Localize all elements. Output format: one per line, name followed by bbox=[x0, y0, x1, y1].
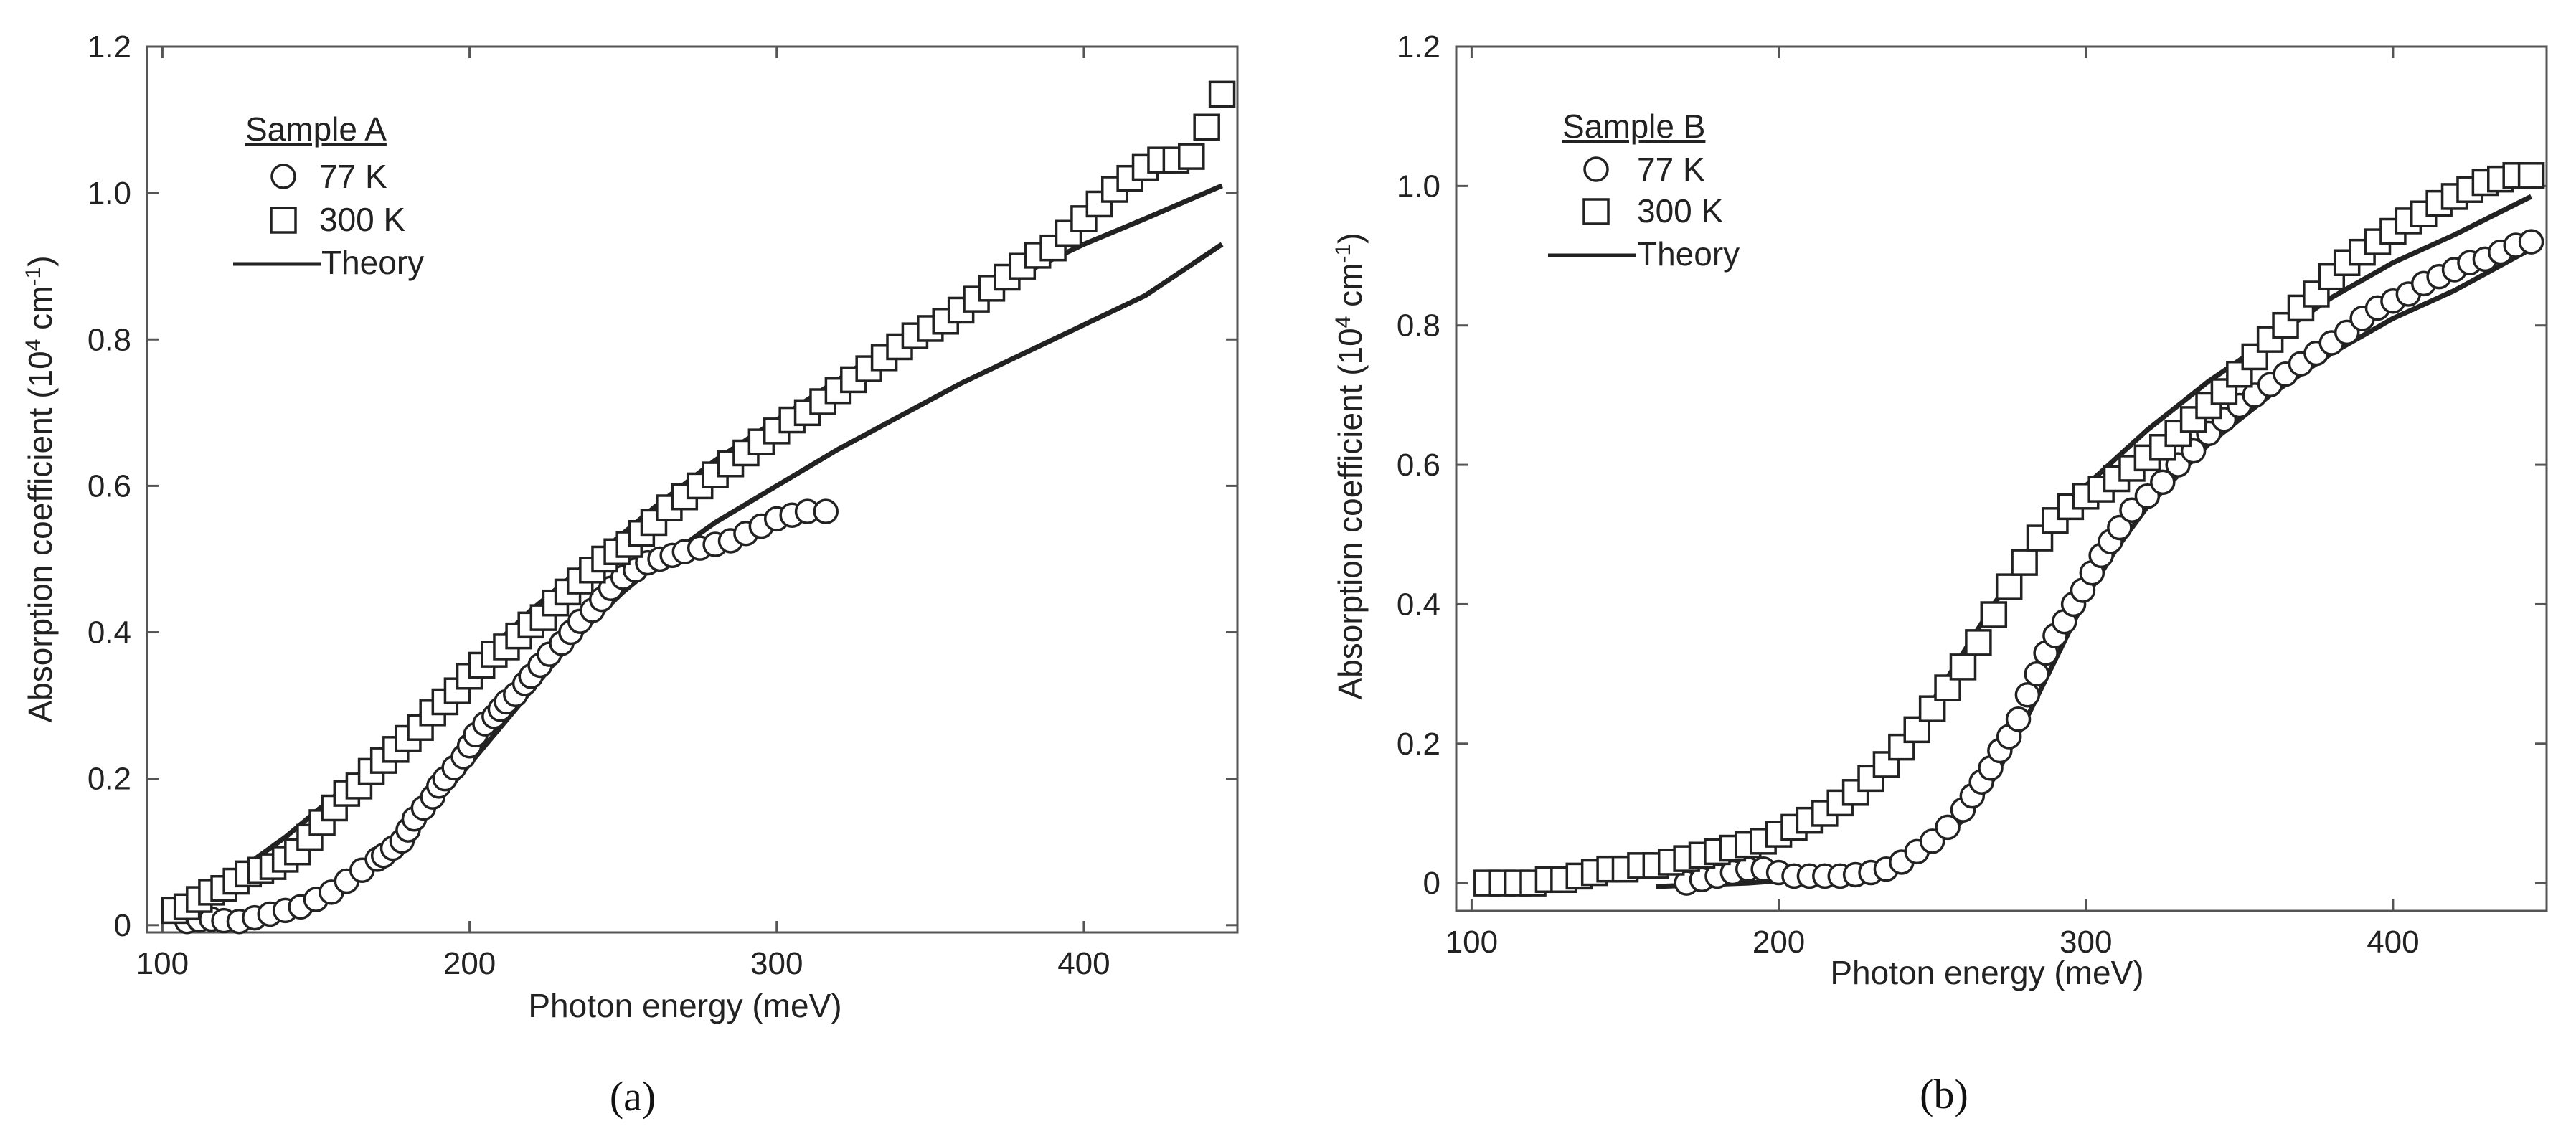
data-point-77k bbox=[2024, 661, 2049, 687]
data-point-77k bbox=[2014, 682, 2041, 708]
series-b bbox=[1473, 162, 2545, 897]
y-tick-labels-a: 0 0.2 0.4 0.6 0.8 1.0 1.2 bbox=[88, 29, 131, 943]
data-point-300k bbox=[2517, 162, 2545, 189]
axis-ticks-a bbox=[147, 45, 1237, 932]
x-tick-label: 100 bbox=[136, 946, 189, 981]
y-tick-label: 0.8 bbox=[1397, 308, 1440, 344]
y-axis-title-exponent: 4 bbox=[22, 339, 45, 351]
y-tick-label: 0.4 bbox=[88, 615, 131, 651]
x-axis-title-a: Photon energy (meV) bbox=[528, 987, 841, 1024]
y-tick-label: 0.6 bbox=[88, 468, 131, 504]
y-tick-label: 0.8 bbox=[88, 322, 131, 357]
y-axis-title-main: Absorption coefficient (10 bbox=[1331, 328, 1369, 699]
y-tick-label: 0.6 bbox=[1397, 448, 1440, 483]
y-tick-label: 1.0 bbox=[1397, 169, 1440, 204]
x-tick-label: 200 bbox=[1752, 925, 1805, 960]
y-tick-label: 0.4 bbox=[1397, 587, 1440, 622]
x-tick-label: 100 bbox=[1445, 925, 1498, 960]
y-tick-label: 0.2 bbox=[1397, 727, 1440, 762]
y-axis-title-exponent: -1 bbox=[1331, 244, 1355, 263]
y-axis-title-close: ) bbox=[22, 255, 59, 266]
plot-frame-b bbox=[1455, 45, 2548, 912]
data-point-300k bbox=[1208, 80, 1236, 108]
axis-ticks-b bbox=[1456, 45, 2547, 911]
legend-entry-300k: 300 K bbox=[1637, 192, 1724, 230]
y-tick-label: 1.0 bbox=[88, 176, 131, 211]
data-point-300k bbox=[1949, 653, 1977, 681]
legend-title: Sample B bbox=[1562, 108, 1705, 145]
data-point-300k bbox=[1918, 695, 1946, 722]
x-tick-label: 400 bbox=[1057, 946, 1110, 981]
x-tick-labels-b: 100 200 300 400 bbox=[1445, 925, 2420, 960]
panel-caption-b: (b) bbox=[1920, 1071, 1968, 1117]
plot-frame-a bbox=[146, 45, 1239, 934]
data-point-300k bbox=[2179, 406, 2207, 433]
data-point-77k bbox=[2005, 706, 2032, 732]
legend-square-marker bbox=[270, 207, 297, 234]
y-axis-title-exponent: 4 bbox=[1331, 316, 1355, 329]
legend-circle-marker bbox=[1583, 156, 1609, 182]
data-point-300k bbox=[1055, 219, 1082, 247]
legend-title: Sample A bbox=[245, 110, 387, 148]
panel-a: 100 200 300 400 0 0.2 0.4 0.6 0.8 1.0 1.… bbox=[22, 29, 1239, 1120]
series-a bbox=[161, 80, 1236, 935]
data-point-300k bbox=[1178, 143, 1205, 170]
y-tick-label: 1.2 bbox=[1397, 29, 1440, 65]
y-tick-label: 0 bbox=[1423, 866, 1440, 901]
data-point-77k bbox=[2107, 514, 2133, 541]
y-axis-title-main: Absorption coefficient (10 bbox=[22, 351, 59, 722]
y-tick-label: 0.2 bbox=[88, 762, 131, 797]
legend-entry-theory: Theory bbox=[321, 244, 424, 281]
data-point-300k bbox=[1980, 601, 2008, 628]
x-tick-labels-a: 100 200 300 400 bbox=[136, 946, 1110, 981]
data-point-300k bbox=[1965, 629, 1992, 656]
x-tick-label: 300 bbox=[2060, 925, 2112, 960]
y-axis-title-unit: cm bbox=[1331, 263, 1369, 316]
y-tick-label: 0 bbox=[114, 908, 131, 943]
data-point-300k bbox=[1995, 573, 2023, 600]
y-axis-title-close: ) bbox=[1331, 232, 1369, 243]
y-axis-title-unit: cm bbox=[22, 285, 59, 339]
legend-b: Sample B 77 K 300 K Theory bbox=[1548, 108, 1740, 273]
data-point-300k bbox=[1193, 113, 1220, 141]
panel-b: 100 200 300 400 0 0.2 0.4 0.6 0.8 1.0 1.… bbox=[1331, 29, 2548, 1117]
data-point-77k bbox=[813, 498, 839, 524]
legend-entry-77k: 77 K bbox=[1637, 151, 1705, 188]
legend-entry-77k: 77 K bbox=[319, 158, 387, 195]
data-point-300k bbox=[1903, 716, 1931, 744]
y-axis-title-exponent: -1 bbox=[22, 267, 45, 286]
legend-a: Sample A 77 K 300 K Theory bbox=[233, 110, 424, 281]
legend-entry-300k: 300 K bbox=[319, 201, 406, 238]
x-tick-label: 300 bbox=[750, 946, 803, 981]
x-tick-label: 200 bbox=[443, 946, 496, 981]
x-tick-label: 400 bbox=[2367, 925, 2419, 960]
legend-square-marker bbox=[1582, 198, 1610, 225]
y-tick-labels-b: 0 0.2 0.4 0.6 0.8 1.0 1.2 bbox=[1397, 29, 1440, 901]
legend-entry-theory: Theory bbox=[1637, 235, 1740, 273]
y-axis-title-a: Absorption coefficient (104 cm-1) bbox=[22, 255, 59, 722]
panel-caption-a: (a) bbox=[610, 1073, 656, 1120]
y-axis-title-b: Absorption coefficient (104 cm-1) bbox=[1331, 232, 1369, 699]
data-point-77k bbox=[2518, 229, 2544, 255]
legend-circle-marker bbox=[270, 164, 296, 189]
y-tick-label: 1.2 bbox=[88, 29, 131, 65]
x-axis-title-b: Photon energy (meV) bbox=[1830, 954, 2143, 991]
data-point-77k bbox=[2150, 469, 2176, 496]
data-point-300k bbox=[2011, 549, 2038, 576]
data-point-77k bbox=[1935, 814, 1961, 841]
data-point-300k bbox=[2210, 378, 2238, 405]
